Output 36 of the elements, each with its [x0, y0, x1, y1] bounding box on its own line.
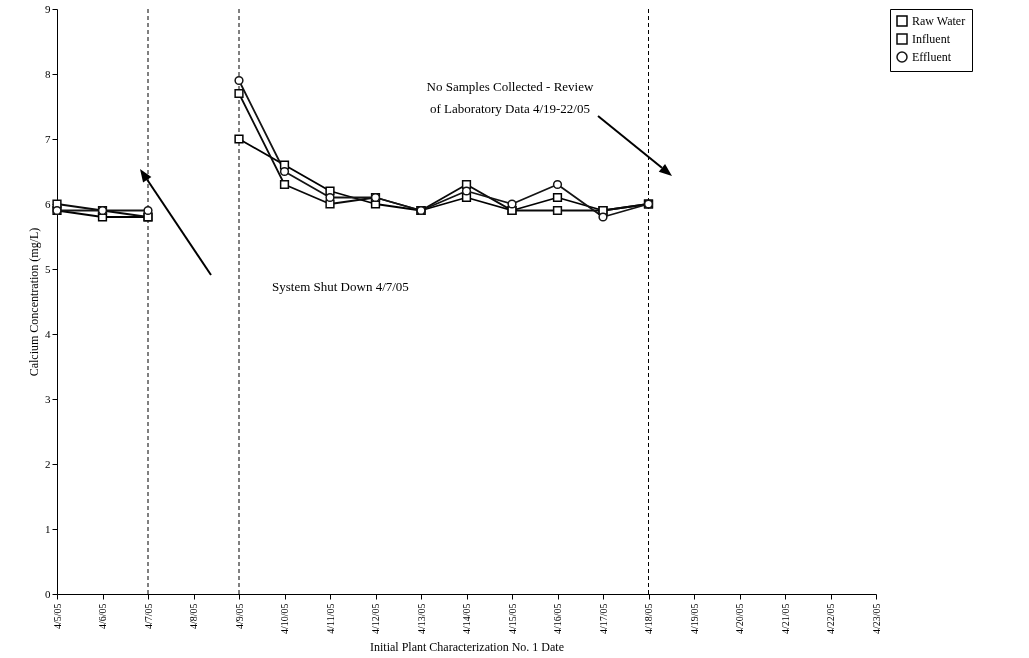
- legend-label: Raw Water: [912, 14, 966, 28]
- y-tick-label: 3: [45, 392, 51, 405]
- annotation: System Shut Down 4/7/05: [272, 279, 409, 294]
- x-tick-label: 4/22/05: [825, 603, 836, 635]
- y-tick-label: 6: [45, 197, 51, 210]
- x-tick-label: 4/21/05: [779, 603, 791, 635]
- x-axis-title: Initial Plant Characterization No. 1 Date: [370, 640, 564, 655]
- y-tick-label: 9: [45, 2, 51, 15]
- x-tick-label: 4/16/05: [552, 603, 563, 635]
- x-tick-label: 4/8/05: [188, 603, 199, 630]
- x-tick-label: 4/23/05: [870, 603, 882, 635]
- x-tick-label: 4/7/05: [142, 603, 154, 630]
- x-tick-label: 4/14/05: [461, 603, 472, 635]
- x-tick-label: 4/6/05: [97, 603, 108, 630]
- x-tick-label: 4/15/05: [506, 603, 518, 635]
- x-tick-label: 4/20/05: [734, 603, 745, 635]
- x-tick-label: 4/11/05: [324, 603, 336, 634]
- y-axis-title: Calcium Concentration (mg/L): [27, 227, 41, 377]
- legend-label: Influent: [912, 32, 951, 46]
- y-tick-label: 2: [45, 457, 51, 470]
- x-tick-label: 4/10/05: [279, 603, 290, 635]
- x-tick-label: 4/13/05: [415, 603, 427, 635]
- x-tick-label: 4/9/05: [233, 603, 245, 630]
- y-tick-label: 1: [45, 522, 51, 535]
- y-tick-label: 0: [45, 587, 51, 600]
- y-tick-label: 4: [45, 327, 51, 340]
- y-tick-label: 8: [45, 67, 51, 80]
- legend-label: Effluent: [912, 50, 952, 64]
- x-tick-label: 4/18/05: [643, 603, 654, 635]
- y-tick-label: 5: [45, 262, 51, 275]
- y-tick-label: 7: [45, 132, 51, 145]
- x-tick-label: 4/5/05: [51, 603, 63, 630]
- x-tick-label: 4/12/05: [370, 603, 381, 635]
- x-tick-label: 4/17/05: [597, 603, 609, 635]
- x-tick-label: 4/19/05: [688, 603, 700, 635]
- annotation: No Samples Collected - Review of Laboratory Data 4/19-22/05: [426, 79, 594, 116]
